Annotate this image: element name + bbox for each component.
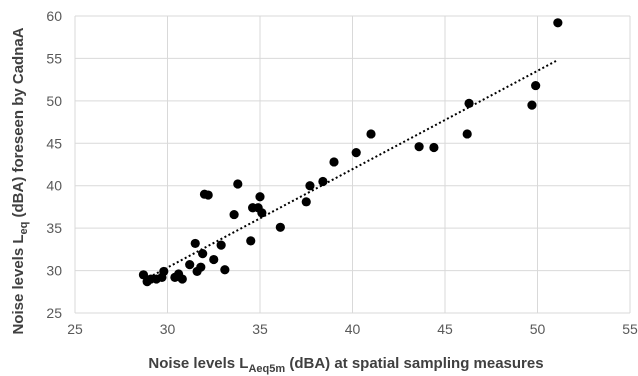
trendline-group	[148, 60, 557, 279]
data-point	[159, 266, 169, 277]
data-point	[462, 129, 472, 139]
data-point	[203, 190, 213, 200]
y-tick-label: 55	[46, 50, 62, 66]
trendline	[148, 60, 557, 279]
data-point	[220, 265, 230, 275]
y-tick-label: 40	[46, 178, 62, 194]
x-tick-label: 35	[252, 321, 268, 337]
x-tick-label: 50	[530, 321, 546, 337]
data-point	[553, 18, 563, 28]
x-tick-labels: 25 30 35 40 45 50 55	[67, 321, 638, 337]
data-point	[185, 260, 195, 270]
y-axis-title: Noise levels Leq (dBA) foreseen by Cadna…	[10, 27, 30, 334]
data-point	[209, 254, 219, 265]
y-tick-label: 50	[46, 93, 62, 109]
data-point	[198, 249, 208, 259]
data-point	[429, 142, 439, 153]
data-point	[464, 98, 474, 109]
data-point	[257, 208, 267, 218]
y-tick-label: 45	[46, 135, 62, 151]
data-point	[255, 192, 265, 202]
data-point	[216, 240, 226, 250]
data-point	[190, 238, 200, 249]
x-tick-label: 30	[160, 321, 176, 337]
data-point	[305, 181, 315, 191]
y-tick-label: 35	[46, 220, 62, 236]
data-point	[138, 270, 149, 280]
data-point	[414, 142, 424, 152]
x-tick-label: 45	[437, 321, 453, 337]
data-point	[196, 262, 206, 272]
y-tick-label: 25	[46, 305, 62, 321]
data-point	[233, 179, 243, 189]
data-point	[301, 197, 311, 207]
data-points	[138, 18, 563, 287]
data-point	[177, 274, 187, 284]
x-tick-label: 40	[345, 321, 361, 337]
grid-lines	[74, 15, 631, 314]
data-point	[527, 100, 537, 110]
y-tick-labels: 25 30 35 40 45 50 55 60	[46, 8, 62, 321]
data-point	[229, 209, 239, 220]
x-tick-label: 55	[622, 321, 638, 337]
x-tick-label: 25	[67, 321, 83, 337]
data-point	[318, 176, 328, 187]
data-point	[275, 222, 285, 232]
y-tick-label: 60	[46, 8, 62, 24]
data-point	[329, 157, 339, 167]
data-point	[531, 80, 541, 91]
data-point	[351, 148, 361, 158]
data-point	[366, 129, 376, 139]
y-tick-label: 30	[46, 263, 62, 279]
data-point	[246, 236, 256, 246]
x-axis-title: Noise levels LAeq5m (dBA) at spatial sam…	[148, 355, 543, 375]
